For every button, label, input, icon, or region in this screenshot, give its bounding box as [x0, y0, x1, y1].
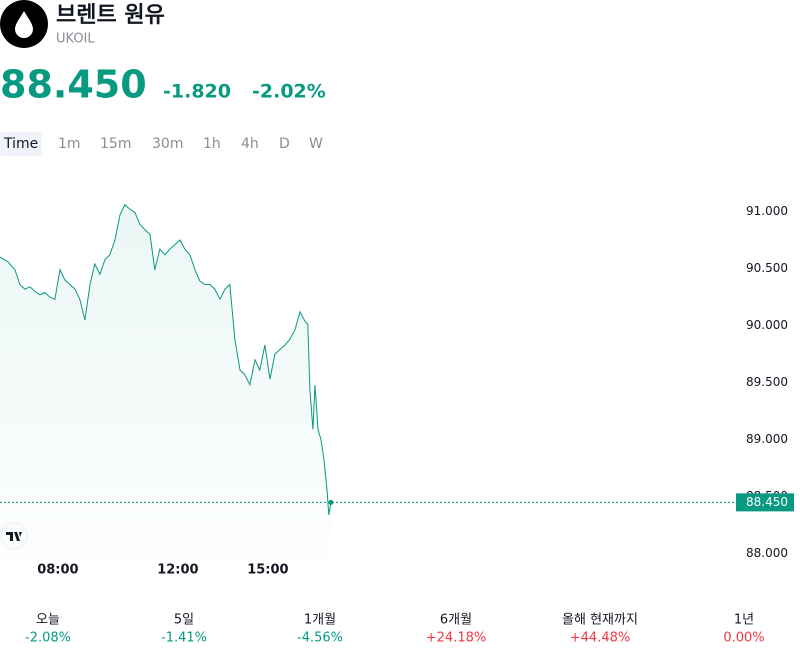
- period-label[interactable]: 5일: [174, 613, 194, 628]
- y-tick-label: 90.000: [746, 318, 788, 332]
- y-tick-label: 88.000: [746, 546, 788, 560]
- price-line: [0, 203, 332, 515]
- last-price-box: [736, 493, 794, 512]
- active-tab-bg: [0, 132, 42, 156]
- price: 88.450: [0, 63, 147, 107]
- timeframe-tab[interactable]: 1m: [58, 136, 81, 152]
- y-tick-label: 90.500: [746, 261, 788, 275]
- x-tick-label: 15:00: [247, 563, 288, 578]
- period-change[interactable]: -1.41%: [161, 631, 207, 646]
- timeframe-tab[interactable]: Time: [3, 136, 38, 152]
- period-label[interactable]: 오늘: [36, 613, 60, 628]
- change: -1.820: [163, 81, 231, 103]
- period-label[interactable]: 올해 현재까지: [562, 613, 638, 628]
- x-tick-label: 08:00: [37, 563, 78, 578]
- period-change[interactable]: +44.48%: [570, 631, 630, 646]
- period-change[interactable]: +24.18%: [426, 631, 486, 646]
- timeframe-tab[interactable]: 4h: [241, 136, 259, 152]
- title: 브렌트 원유: [56, 3, 165, 28]
- y-tick-label: 91.000: [746, 204, 788, 218]
- period-label[interactable]: 6개월: [440, 613, 472, 628]
- period-label[interactable]: 1년: [734, 613, 754, 628]
- period-change[interactable]: -2.08%: [25, 631, 71, 646]
- symbol: UKOIL: [56, 32, 95, 47]
- timeframe-tab[interactable]: D: [279, 136, 290, 152]
- period-label[interactable]: 1개월: [304, 613, 336, 628]
- timeframe-tab[interactable]: 15m: [100, 136, 131, 152]
- timeframe-tab[interactable]: W: [309, 136, 323, 152]
- period-change[interactable]: 0.00%: [723, 631, 764, 646]
- last-point: [328, 499, 334, 505]
- area: [0, 204, 331, 556]
- drop-icon: [15, 11, 33, 38]
- y-tick-label: 89.000: [746, 432, 788, 446]
- timeframe-tab[interactable]: 1h: [203, 136, 221, 152]
- y-tick-label: 89.500: [746, 375, 788, 389]
- change-percent: -2.02%: [252, 81, 326, 103]
- period-change[interactable]: -4.56%: [297, 631, 343, 646]
- last-price-label: 88.450: [746, 495, 788, 509]
- timeframe-tab[interactable]: 30m: [152, 136, 183, 152]
- x-tick-label: 12:00: [157, 563, 198, 578]
